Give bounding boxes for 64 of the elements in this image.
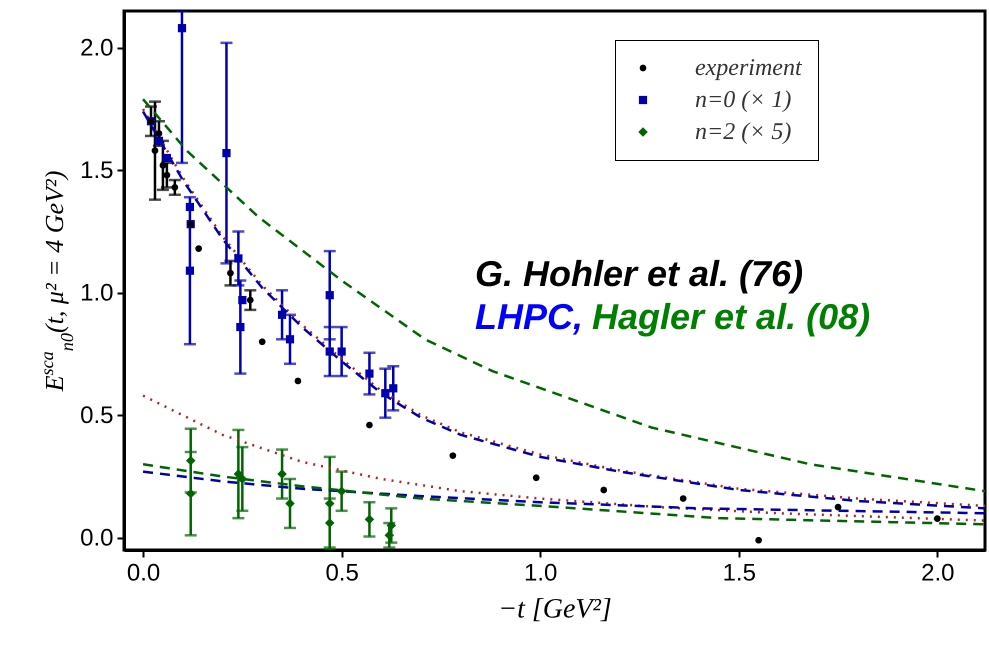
y-tick-label: 1.5 <box>80 156 114 184</box>
annotation: LHPC, <box>475 296 583 337</box>
point <box>834 504 842 510</box>
x-tick-label: 1.0 <box>524 560 558 586</box>
legend-label: experiment <box>695 55 803 81</box>
point <box>364 514 374 524</box>
legend-label: n=0 (× 1) <box>695 87 792 113</box>
point <box>178 24 186 32</box>
point <box>277 469 287 479</box>
point <box>934 515 941 522</box>
point <box>336 486 346 496</box>
point <box>162 154 171 162</box>
point <box>386 520 396 530</box>
point <box>195 245 202 252</box>
point <box>755 536 762 544</box>
point <box>532 474 540 482</box>
point <box>186 202 194 212</box>
y-tick-label: 0.0 <box>80 524 114 552</box>
x-tick-label: 2.0 <box>921 560 955 586</box>
point <box>238 296 246 304</box>
point <box>680 495 687 502</box>
y-tick-label: 2.0 <box>80 34 114 62</box>
point <box>156 130 162 137</box>
line-series <box>142 470 985 514</box>
point <box>222 148 231 158</box>
point <box>246 296 254 304</box>
point <box>171 184 178 191</box>
x-tick-label: 0.5 <box>325 560 359 586</box>
point <box>186 456 196 466</box>
point <box>365 369 374 378</box>
point <box>366 422 373 428</box>
point <box>294 378 302 384</box>
point <box>186 266 194 275</box>
y-tick-label: 0.5 <box>80 402 114 429</box>
point <box>278 310 286 319</box>
legend-label: n=2 (× 5) <box>695 119 792 145</box>
point <box>324 518 334 528</box>
point <box>326 291 334 300</box>
x-tick-label: 1.5 <box>722 560 756 586</box>
point <box>154 136 164 145</box>
point <box>258 338 266 346</box>
point <box>164 172 170 178</box>
point <box>600 486 608 494</box>
point <box>324 498 334 508</box>
point <box>381 389 390 398</box>
point <box>160 162 166 169</box>
x-axis-title: −t [GeV²] <box>498 594 612 624</box>
point <box>338 347 346 356</box>
point <box>449 452 456 460</box>
point <box>186 488 196 498</box>
point <box>389 384 398 392</box>
annotation: Hagler et al. (08) <box>592 296 870 337</box>
point <box>234 254 242 263</box>
x-tick-label: 0.0 <box>126 560 160 586</box>
point <box>227 270 234 276</box>
point <box>285 498 295 508</box>
point <box>236 322 244 332</box>
point <box>384 530 394 540</box>
point <box>152 147 158 154</box>
annotation: G. Hohler et al. (76) <box>475 253 804 294</box>
y-tick-label: 1.0 <box>80 279 114 306</box>
line-series <box>142 394 985 522</box>
point <box>326 347 334 356</box>
point <box>286 335 294 344</box>
